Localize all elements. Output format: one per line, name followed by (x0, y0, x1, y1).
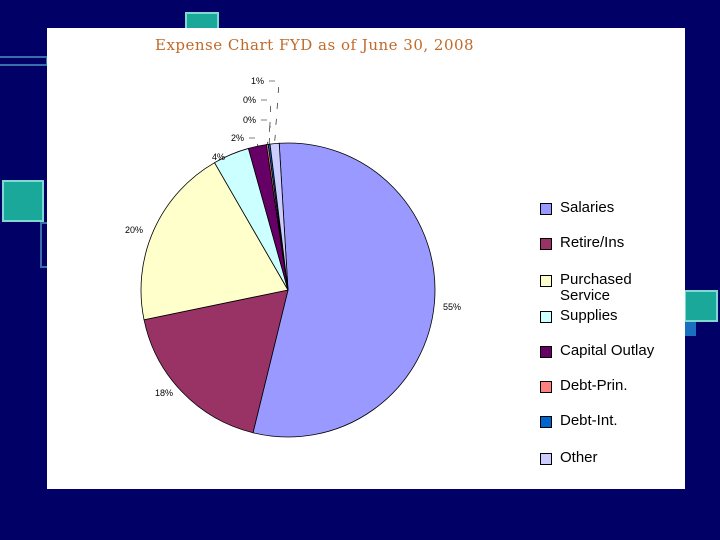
chart-title: Expense Chart FYD as of June 30, 2008 (155, 36, 475, 54)
legend-label: Other (560, 449, 598, 466)
leader-line-6 (261, 99, 272, 145)
leader-line-5 (261, 119, 272, 145)
decor-square-right-blue (684, 322, 696, 336)
slice-label-6: 0% (243, 95, 256, 105)
decor-square-left (2, 180, 44, 222)
slice-label-3: 4% (212, 152, 225, 162)
legend-item: Supplies (540, 308, 618, 324)
legend-swatch (540, 453, 552, 465)
legend-swatch (540, 238, 552, 250)
pie-chart: 55% 18% 20% 4% 2% 0% 0% 1% (125, 76, 461, 438)
pie-slice-0 (252, 142, 436, 438)
legend-swatch (540, 275, 552, 287)
legend-swatch (540, 311, 552, 323)
leader-line-4 (249, 137, 260, 147)
slice-label-0: 55% (443, 302, 461, 312)
legend-label: Debt-Int. (560, 412, 618, 429)
legend-label: Retire/Ins (560, 234, 625, 251)
slice-label-2: 20% (125, 225, 143, 235)
legend-label: Purchased Service (560, 271, 632, 304)
slice-label-7: 1% (251, 76, 264, 86)
legend-item: Salaries (540, 200, 614, 216)
leader-line-7 (269, 80, 280, 144)
legend-label: Supplies (560, 307, 618, 324)
legend-item: Debt-Prin. (540, 378, 628, 394)
legend-swatch (540, 203, 552, 215)
legend-item: Debt-Int. (540, 413, 618, 429)
decor-line-left (0, 56, 48, 66)
legend-item: Other (540, 450, 598, 466)
legend-label: Capital Outlay (560, 342, 655, 359)
legend-label: Debt-Prin. (560, 377, 628, 394)
pie-slice-7 (269, 142, 289, 291)
decor-square-right (684, 290, 718, 322)
legend-swatch (540, 346, 552, 358)
legend-label: Salaries (560, 199, 615, 216)
pie-slice-1 (143, 289, 289, 434)
legend-swatch (540, 416, 552, 428)
pie-slice-2 (140, 162, 289, 321)
legend-item: Purchased Service (540, 272, 632, 304)
legend-item: Capital Outlay (540, 343, 654, 359)
slice-label-1: 18% (155, 388, 173, 398)
slice-label-5: 0% (243, 115, 256, 125)
legend-item: Retire/Ins (540, 235, 624, 251)
slice-label-4: 2% (231, 133, 244, 143)
legend-swatch (540, 381, 552, 393)
chart-slide: Expense Chart FYD as of June 30, 2008 55… (47, 28, 685, 489)
